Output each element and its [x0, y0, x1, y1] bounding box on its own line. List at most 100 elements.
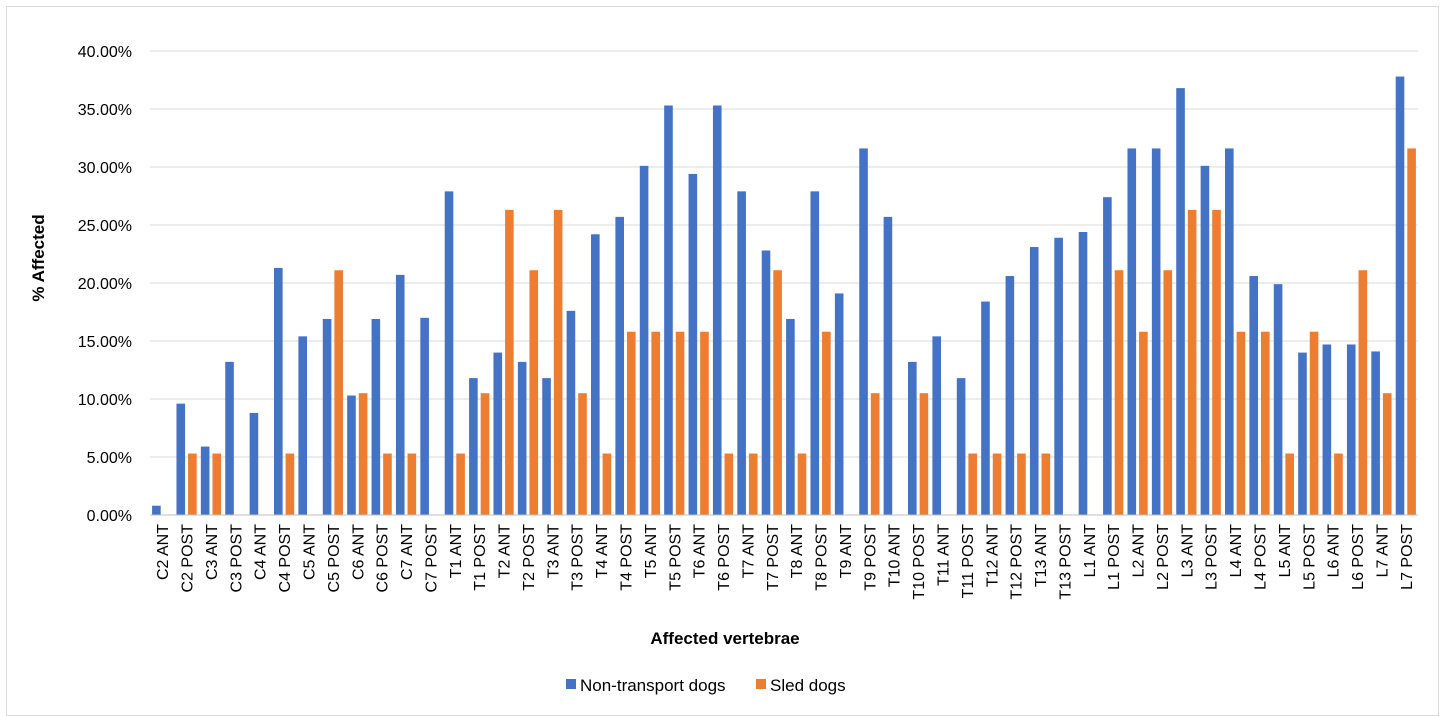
bar-non-transport-l5-ant: [1273, 284, 1283, 515]
bar-sled-t6-post: [724, 453, 734, 515]
legend-label: Non-transport dogs: [580, 676, 726, 695]
bar-sled-t1-post: [480, 393, 490, 515]
bar-sled-t5-post: [675, 331, 685, 515]
x-tick-label: T1 POST: [472, 524, 489, 591]
y-tick-label: 15.00%: [78, 334, 132, 351]
bar-sled-t1-ant: [456, 453, 465, 515]
bar-sled-l5-post: [1309, 331, 1319, 515]
bar-sled-t3-post: [578, 393, 587, 515]
bar-sled-t4-ant: [602, 453, 612, 515]
bar-sled-c5-post: [334, 270, 343, 515]
x-tick-label: C4 POST: [277, 524, 294, 593]
bar-sled-t12-ant: [992, 453, 1002, 515]
bar-non-transport-t7-ant: [737, 191, 746, 516]
bar-sled-l6-post: [1358, 270, 1368, 515]
bar-non-transport-l4-ant: [1225, 148, 1234, 515]
y-tick-label: 35.00%: [78, 102, 132, 119]
bar-sled-c3-ant: [212, 453, 222, 515]
bar-sled-t2-post: [529, 270, 539, 515]
bar-non-transport-l3-post: [1200, 165, 1210, 515]
x-tick-label: T6 ANT: [692, 524, 709, 578]
bar-non-transport-t12-post: [1005, 276, 1015, 515]
bar-sled-t8-post: [822, 331, 831, 515]
x-tick-label: T2 ANT: [497, 524, 514, 578]
x-tick-label: T8 ANT: [789, 524, 806, 578]
x-tick-label: T10 POST: [911, 524, 928, 600]
bar-non-transport-c3-post: [225, 361, 234, 515]
bar-sled-l6-ant: [1334, 453, 1343, 515]
y-tick-label: 25.00%: [78, 218, 132, 235]
x-tick-label: T13 POST: [1057, 524, 1074, 600]
bar-non-transport-l7-post: [1395, 76, 1405, 516]
bar-non-transport-t8-post: [810, 191, 820, 516]
bar-sled-t7-post: [773, 270, 782, 515]
y-axis-ticks: 0.00% 5.00% 10.00% 15.00% 20.00% 25.00% 30.00%…: [78, 44, 132, 525]
x-tick-label: L4 ANT: [1228, 524, 1245, 578]
x-tick-label: L7 ANT: [1374, 524, 1391, 578]
bar-non-transport-t13-post: [1054, 237, 1063, 515]
bar-non-transport-l6-ant: [1322, 344, 1332, 515]
bar-sled-t12-post: [1017, 453, 1026, 515]
bar-sled-l2-ant: [1139, 331, 1148, 515]
x-tick-label: C3 ANT: [204, 524, 221, 580]
x-tick-label: L1 POST: [1106, 524, 1123, 590]
x-tick-label: C5 ANT: [302, 524, 319, 580]
bar-non-transport-c7-ant: [395, 274, 405, 515]
bars: [152, 76, 1416, 516]
x-tick-label: T4 POST: [619, 524, 636, 591]
x-axis-title: Affected vertebrae: [650, 629, 799, 648]
x-tick-label: T7 POST: [765, 524, 782, 591]
bar-non-transport-t3-ant: [542, 378, 551, 515]
bar-non-transport-l4-post: [1249, 276, 1258, 515]
x-tick-label: L5 ANT: [1277, 524, 1294, 578]
x-axis-ticks: C2 ANT C2 POST C3 ANT C3 POST C4 ANT C4 POST C…: [155, 524, 1416, 600]
bar-non-transport-c5-post: [322, 318, 332, 515]
y-tick-label: 10.00%: [78, 392, 132, 409]
legend-swatch: [756, 679, 766, 689]
x-tick-label: C7 POST: [423, 524, 440, 593]
bar-sled-c6-post: [383, 453, 392, 515]
bar-non-transport-t5-ant: [639, 165, 649, 515]
bar-sled-t8-ant: [797, 453, 807, 515]
legend-label: Sled dogs: [770, 676, 846, 695]
bar-non-transport-t9-ant: [834, 293, 844, 515]
x-tick-label: L2 ANT: [1131, 524, 1148, 578]
x-tick-label: T2 POST: [521, 524, 538, 591]
x-tick-label: C6 ANT: [350, 524, 367, 580]
x-tick-label: T10 ANT: [887, 524, 904, 587]
bar-non-transport-c4-post: [274, 267, 283, 515]
x-tick-label: C2 ANT: [155, 524, 172, 580]
bar-non-transport-t1-post: [469, 378, 478, 515]
bar-non-transport-c2-post: [176, 403, 186, 515]
bar-non-transport-l2-ant: [1127, 148, 1137, 515]
bar-non-transport-t7-post: [761, 250, 771, 515]
bar-non-transport-t6-ant: [688, 173, 698, 515]
bar-sled-l1-post: [1114, 270, 1124, 515]
x-tick-label: T9 ANT: [838, 524, 855, 578]
x-tick-label: L6 ANT: [1326, 524, 1343, 578]
bar-sled-c2-post: [188, 453, 197, 515]
bar-non-transport-t2-post: [517, 361, 527, 515]
x-tick-label: C7 ANT: [399, 524, 416, 580]
bar-non-transport-t8-ant: [786, 318, 795, 515]
x-tick-label: L6 POST: [1350, 524, 1367, 590]
x-tick-label: L3 POST: [1204, 524, 1221, 590]
x-tick-label: T11 ANT: [936, 524, 953, 586]
bar-sled-l3-post: [1212, 209, 1221, 516]
bar-sled-c7-ant: [407, 453, 417, 515]
x-tick-label: T3 ANT: [545, 524, 562, 578]
x-tick-label: T12 POST: [1009, 524, 1026, 600]
x-tick-label: T8 POST: [814, 524, 831, 591]
bar-sled-t2-ant: [505, 209, 514, 516]
bar-sled-l4-post: [1261, 331, 1270, 515]
bar-non-transport-t13-ant: [1029, 247, 1039, 516]
x-tick-label: L2 POST: [1155, 524, 1172, 590]
bar-non-transport-t12-ant: [981, 301, 990, 515]
bar-non-transport-l6-post: [1346, 344, 1356, 515]
x-tick-label: T4 ANT: [594, 524, 611, 578]
bar-sled-t7-ant: [748, 453, 758, 515]
bar-non-transport-t10-ant: [883, 216, 893, 515]
x-tick-label: T1 ANT: [448, 524, 465, 578]
x-tick-label: C3 POST: [228, 524, 245, 593]
x-tick-label: C6 POST: [375, 524, 392, 593]
